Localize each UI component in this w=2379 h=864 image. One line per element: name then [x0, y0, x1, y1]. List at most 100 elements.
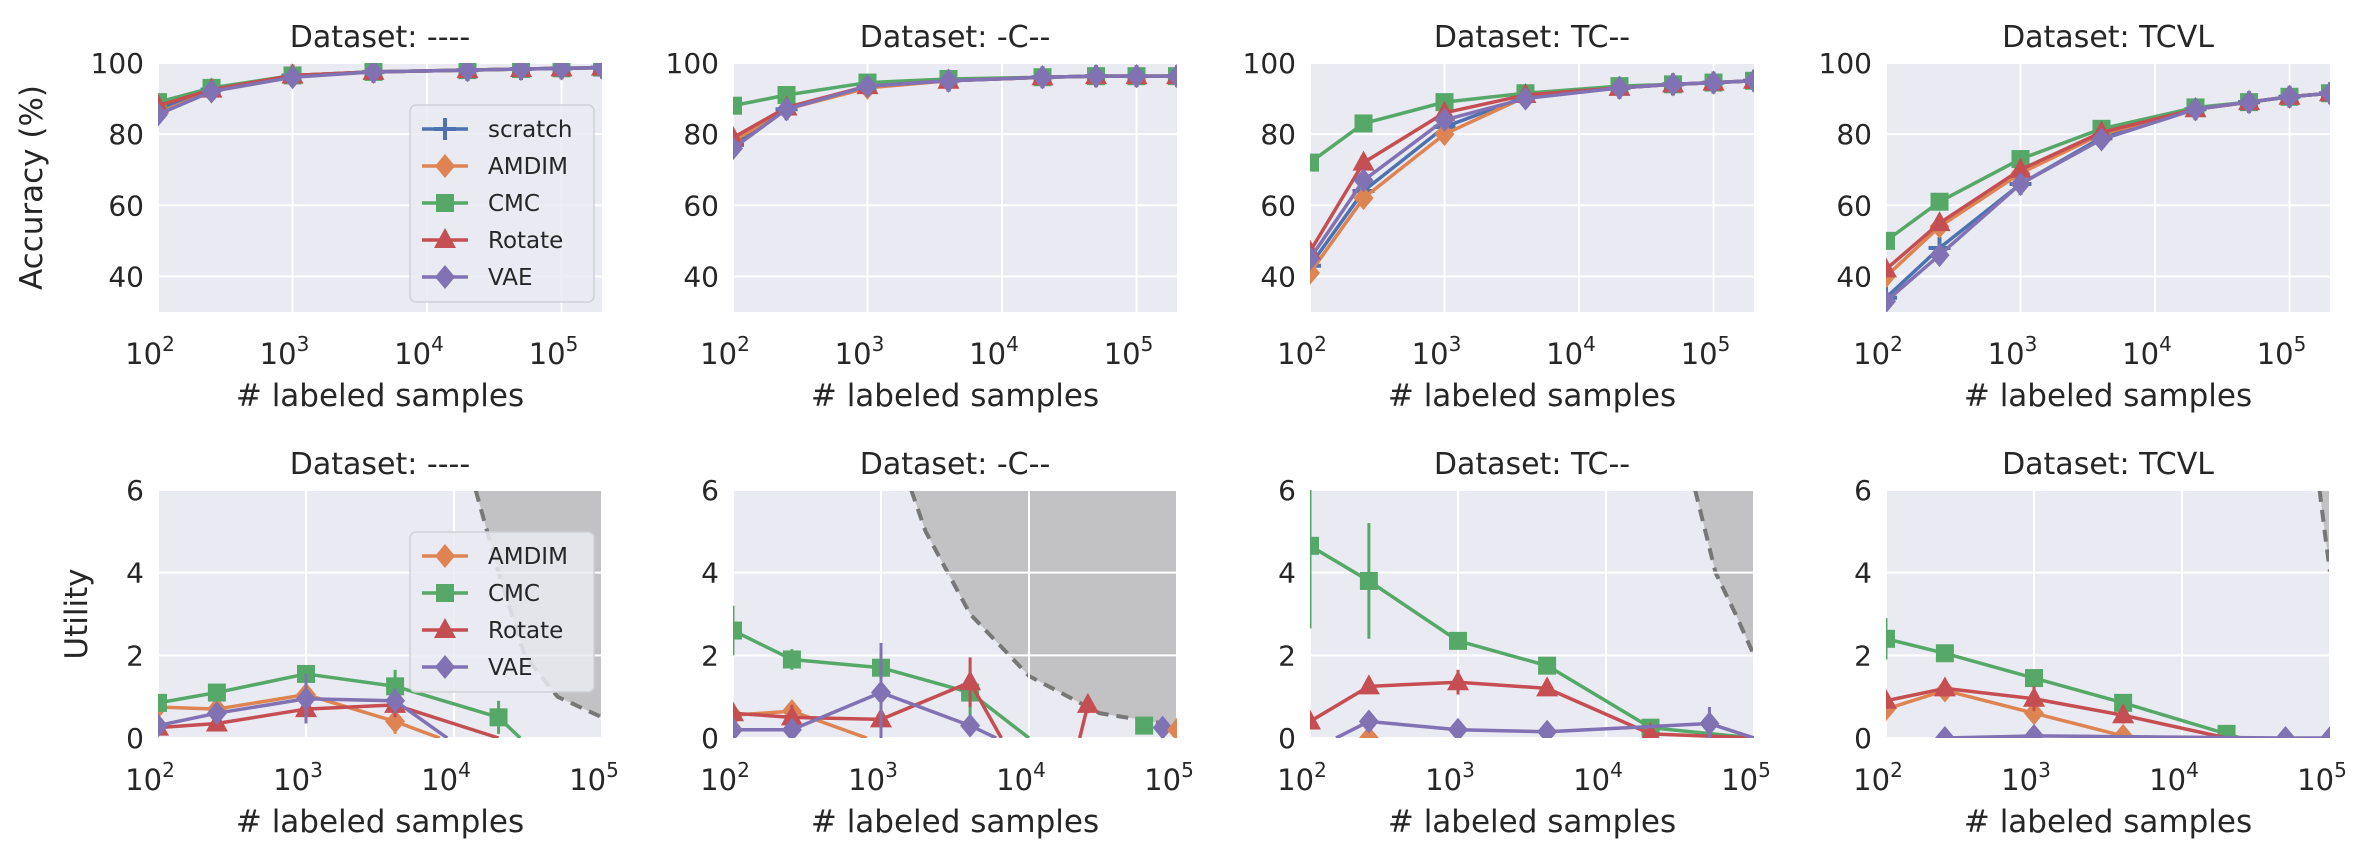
chart-title: Dataset: TC-- [1434, 447, 1630, 482]
x-tick-label: 105 [1104, 332, 1154, 371]
data-point-VAE [1086, 64, 1107, 89]
x-tick-label: 103 [1988, 332, 2038, 371]
legend-label: scratch [488, 117, 572, 143]
y-tick-label: 80 [1260, 118, 1296, 151]
data-point-VAE [1358, 709, 1379, 734]
data-point-VAE [2024, 723, 2044, 738]
y-tick-label: 4 [1278, 557, 1296, 590]
x-tick-label: 104 [394, 332, 444, 371]
data-point-CMC [782, 650, 801, 669]
data-point-VAE [363, 63, 384, 84]
data-point-VAE [1448, 717, 1468, 738]
x-tick-label: 105 [1721, 758, 1771, 797]
legend-marker [435, 544, 455, 568]
x-tick-label: 104 [996, 758, 1046, 797]
x-tick-label: 103 [273, 758, 323, 797]
panel-2: Dataset: -C-- # labeled samples 40 60 80 100 1… [666, 20, 1177, 414]
data-point-Rotate [2023, 686, 2045, 707]
data-point-VAE [1310, 246, 1320, 271]
y-tick-label: 100 [1243, 47, 1296, 80]
y-tick-label: 0 [1854, 722, 1872, 755]
data-point-Rotate [1357, 674, 1380, 695]
x-axis-label: # labeled samples [811, 804, 1099, 840]
data-point-CMC [158, 693, 167, 712]
x-tick-label: 102 [1277, 332, 1327, 371]
legend-label: Rotate [488, 228, 563, 254]
panel-8: Dataset: TCVL # labeled samples 0 2 4 6 102 103… [1853, 447, 2347, 840]
y-tick-label: 4 [126, 557, 144, 590]
data-point-VAE [158, 713, 168, 738]
data-point-VAE [457, 63, 478, 83]
y-tick-label: 40 [1836, 260, 1872, 293]
x-tick-label: 103 [835, 332, 885, 371]
x-tick-label: 105 [2257, 332, 2307, 371]
series-line-CMC [1310, 544, 1754, 738]
x-tick-label: 105 [1681, 332, 1731, 371]
data-point-VAE [1434, 107, 1455, 132]
data-point-VAE [1609, 75, 1630, 100]
data-point-Rotate [1310, 709, 1321, 730]
legend-marker [434, 618, 456, 638]
data-point-CMC [1935, 644, 1954, 663]
y-tick-label: 6 [1854, 474, 1872, 507]
legend-label: VAE [488, 265, 533, 291]
x-tick-label: 102 [125, 332, 175, 371]
data-point-VAE [2091, 127, 2112, 152]
panel-6: Dataset: -C-- # labeled samples 0 2 4 6 102 103… [700, 447, 1194, 840]
y-tick-label: 100 [91, 47, 144, 80]
data-point-VAE [158, 102, 168, 127]
data-point-CMC [733, 96, 742, 115]
x-tick-label: 103 [848, 758, 898, 797]
series-group [158, 63, 602, 127]
data-point-scratch [1310, 254, 1321, 277]
x-axis-label: # labeled samples [236, 804, 524, 840]
series-group [1886, 81, 2330, 312]
data-point-CMC [1538, 656, 1557, 675]
shaded-boundary [2317, 490, 2330, 573]
data-point-VAE [2010, 171, 2031, 196]
shaded-region [911, 490, 1177, 738]
data-point-Rotate [1641, 721, 1660, 738]
data-point-VAE [2320, 726, 2330, 738]
y-tick-label: 2 [126, 639, 144, 672]
data-point-Rotate [1886, 257, 1897, 278]
data-point-VAE [592, 63, 602, 80]
data-point-VAE [206, 701, 227, 726]
y-tick-label: 60 [683, 189, 719, 222]
data-point-CMC [1359, 571, 1378, 590]
data-point-Rotate [780, 705, 803, 726]
data-point-Rotate [1886, 688, 1897, 709]
legend-label: AMDIM [488, 154, 568, 180]
x-axis-label: # labeled samples [1388, 804, 1676, 840]
data-point-CMC [2217, 724, 2236, 738]
x-tick-label: 103 [1425, 758, 1475, 797]
data-point-VAE [201, 79, 222, 104]
data-point-VAE [1167, 64, 1177, 89]
data-point-VAE [1152, 715, 1173, 738]
x-axis-label: # labeled samples [1388, 378, 1676, 414]
legend-marker [436, 194, 454, 212]
series-group [733, 605, 1177, 738]
x-tick-label: 102 [1853, 332, 1903, 371]
chart-title: Dataset: TCVL [2002, 20, 2214, 55]
data-point-VAE [1663, 72, 1684, 97]
data-point-VAE [282, 65, 303, 90]
legend-marker [434, 228, 456, 248]
legend-marker [435, 655, 455, 679]
chart-title: Dataset: ---- [290, 447, 470, 482]
data-point-CMC [1886, 231, 1895, 250]
y-tick-label: 60 [1260, 189, 1296, 222]
plot-background [1886, 490, 2330, 738]
data-point-VAE [1032, 65, 1053, 90]
y-tick-label: 40 [1260, 260, 1296, 293]
legend-box [409, 531, 595, 693]
x-tick-label: 104 [2122, 332, 2172, 371]
data-point-CMC [207, 683, 226, 702]
chart-title: Dataset: -C-- [860, 20, 1051, 55]
data-point-CMC [1135, 716, 1154, 735]
x-tick-label: 103 [2001, 758, 2051, 797]
data-point-VAE [1537, 719, 1558, 738]
shaded-region [1695, 490, 1754, 738]
x-axis-label: # labeled samples [1964, 378, 2252, 414]
